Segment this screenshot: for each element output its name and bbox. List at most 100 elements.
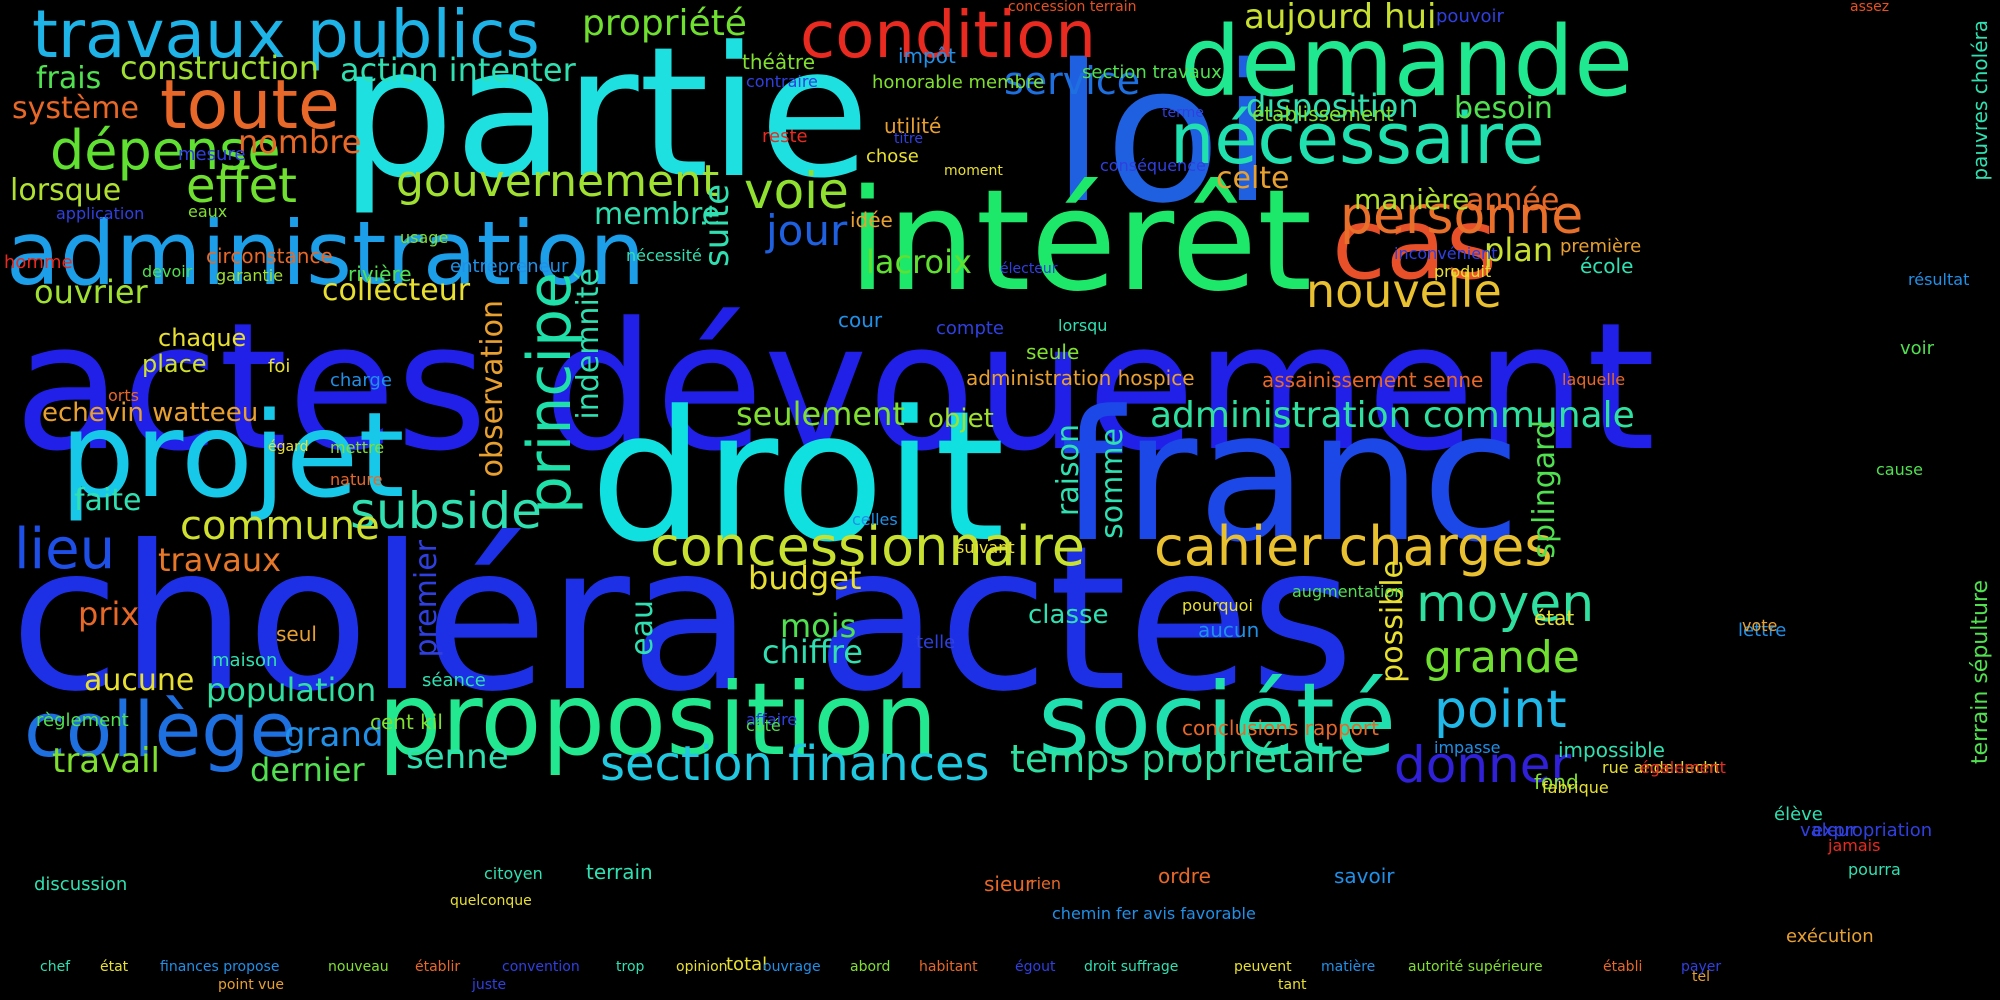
word-small: impôt (898, 44, 956, 68)
word-demande: demande (1180, 6, 1634, 118)
word-small: pourquoi (1182, 596, 1253, 615)
word-small: homme (4, 252, 73, 273)
word-ouvrier: ouvrier (34, 273, 148, 311)
word-small: égout (1015, 959, 1056, 975)
word-small: école (1580, 254, 1634, 278)
word-small: première (1560, 236, 1642, 257)
word-lacroix: lacroix (866, 243, 972, 281)
word-senne: senne (406, 737, 509, 777)
word-small: nature (330, 470, 383, 489)
word-small: mesure (178, 144, 246, 165)
word-small: suivant (956, 538, 1015, 557)
word-small: valeur (1800, 820, 1857, 841)
word-small: devoir (142, 262, 193, 281)
word-small: pouvoir (1436, 6, 1504, 27)
word-small: lettre (1738, 620, 1787, 641)
word-small: droit suffrage (1084, 959, 1179, 975)
word-small: usage (400, 228, 449, 247)
word-small: conclusions rapport (1182, 716, 1379, 740)
word-eau: eau (625, 600, 660, 656)
word-indemnite: indemnité (571, 268, 606, 420)
word-membre: membre (594, 197, 721, 232)
word-small: terrain (586, 860, 653, 884)
word-voie: voie (744, 162, 849, 220)
word-small: section travaux (1082, 62, 1222, 83)
word-cholera-actes: choléra actes (10, 503, 1355, 736)
word-small: cour (838, 308, 883, 332)
word-small: quelconque (450, 893, 532, 909)
word-small: discussion (34, 874, 128, 895)
word-small: fond (1534, 770, 1579, 794)
word-small: abord (850, 959, 891, 975)
word-small: sieur (984, 872, 1034, 896)
word-small: peuvent (1234, 959, 1292, 975)
word-small: point vue (218, 977, 284, 993)
word-projet: projet (60, 386, 405, 524)
word-propriete: propriété (582, 3, 747, 44)
word-cahier-charges: cahier charges (1154, 515, 1553, 578)
word-small: total (726, 954, 768, 975)
word-aucune: aucune (84, 663, 195, 698)
word-small: reste (762, 126, 808, 147)
word-small: exécution (1786, 926, 1874, 947)
word-place: place (142, 350, 207, 378)
word-collecteur: collecteur (322, 273, 471, 308)
word-small: concession terrain (1008, 0, 1137, 15)
word-travaux-publics: travaux publics (32, 0, 540, 73)
word-small: compte (936, 318, 1005, 339)
word-partie: partie (340, 9, 870, 218)
word-small: état (1534, 606, 1575, 630)
word-aujourd-hui: aujourd hui (1244, 0, 1437, 37)
word-pauvres-cholera: pauvres choléra (1968, 20, 1992, 181)
word-loi: loi (1052, 24, 1274, 245)
word-objet: objet (928, 404, 994, 434)
word-raison: raison (1051, 424, 1086, 517)
word-small: foi (268, 356, 291, 377)
word-small: juste (472, 977, 507, 993)
word-small: garantie (216, 266, 284, 285)
word-small: augmentation (1292, 582, 1405, 601)
word-small: inconvénient (1394, 244, 1498, 263)
word-grande: grande (1424, 632, 1580, 683)
word-classe: classe (1028, 600, 1109, 630)
word-small: séance (422, 670, 486, 691)
word-small: rien (1030, 874, 1062, 893)
word-small: fabrique (1542, 778, 1609, 797)
word-lorsque: lorsque (10, 173, 122, 208)
word-service: service (1004, 59, 1141, 103)
word-small: entrepreneur (450, 256, 569, 277)
word-possible: possible (1375, 560, 1410, 683)
word-small: convention (502, 959, 580, 975)
word-frais: frais (36, 61, 102, 96)
word-small: matière (1321, 959, 1376, 975)
word-point: point (1434, 680, 1567, 740)
word-small: utilité (884, 114, 942, 138)
word-necessaire: nécessaire (1170, 98, 1545, 180)
word-condition: condition (800, 0, 1096, 73)
word-small: règlement (36, 710, 129, 731)
word-small: ouvrage (763, 959, 821, 975)
word-small: électeur (1000, 261, 1058, 277)
word-small: laquelle (1562, 370, 1626, 389)
word-actes-devouement: actes dévouement (14, 285, 1656, 490)
word-jour: jour (766, 206, 848, 255)
word-small: maison (212, 650, 278, 671)
word-small: théâtre (742, 50, 816, 74)
word-small: trop (616, 959, 645, 975)
word-concessionnaire: concessionnaire (650, 515, 1085, 578)
word-dependse: dépense (50, 119, 281, 182)
word-toute: toute (160, 66, 340, 145)
word-small: élève (1774, 804, 1823, 825)
word-small: vote (1742, 616, 1778, 635)
word-budget: budget (748, 559, 862, 597)
word-dernier: dernier (250, 751, 365, 789)
word-small: côté (746, 716, 781, 735)
word-college: collège (24, 685, 297, 774)
word-small: chef (40, 959, 71, 975)
word-subside: subside (350, 482, 542, 540)
word-small: cent kil (370, 710, 443, 734)
word-small: nécessité (626, 246, 702, 265)
word-plan: plan (1484, 231, 1554, 269)
word-small: tant (1278, 977, 1307, 993)
